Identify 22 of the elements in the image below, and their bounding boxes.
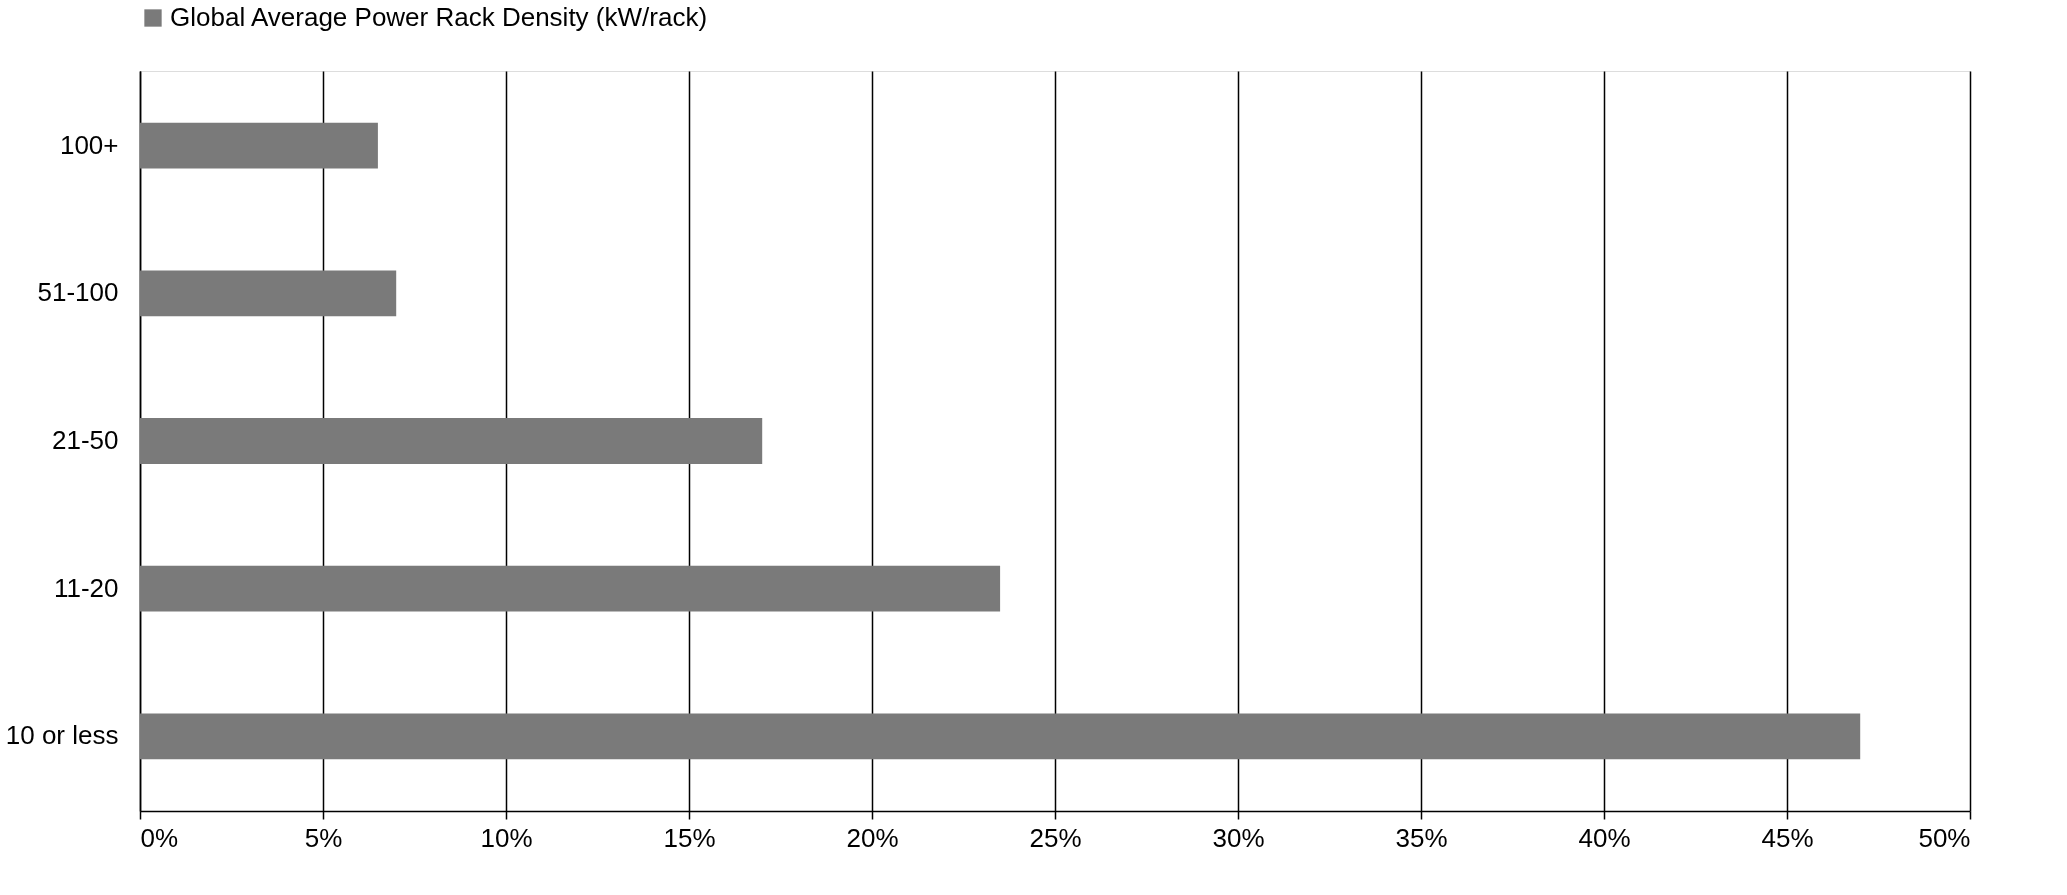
y-tick-label: 10 or less <box>5 720 119 751</box>
legend-label: Global Average Power Rack Density (kW/rack) <box>170 2 708 32</box>
x-tick-label: 25% <box>1029 822 1082 853</box>
y-tick-label: 51-100 <box>37 277 119 308</box>
x-tick-label: 30% <box>1212 822 1265 853</box>
x-tick-label: 0% <box>140 822 179 853</box>
bar <box>140 122 378 169</box>
x-tick-label: 15% <box>663 822 716 853</box>
x-tick-label: 45% <box>1761 822 1814 853</box>
bar <box>140 713 1861 760</box>
x-tick-label: 40% <box>1578 822 1631 853</box>
x-tick-label: 10% <box>480 822 533 853</box>
bar <box>140 565 1001 612</box>
y-tick-label: 100+ <box>59 129 119 160</box>
x-tick-label: 20% <box>846 822 899 853</box>
x-tick-label: 35% <box>1395 822 1448 853</box>
x-tick-label: 50% <box>1918 822 1971 853</box>
x-tick-label: 5% <box>304 822 343 853</box>
y-tick-label: 21-50 <box>52 425 119 455</box>
bar <box>140 418 763 464</box>
y-tick-label: 11-20 <box>53 572 119 603</box>
bar <box>140 270 397 317</box>
